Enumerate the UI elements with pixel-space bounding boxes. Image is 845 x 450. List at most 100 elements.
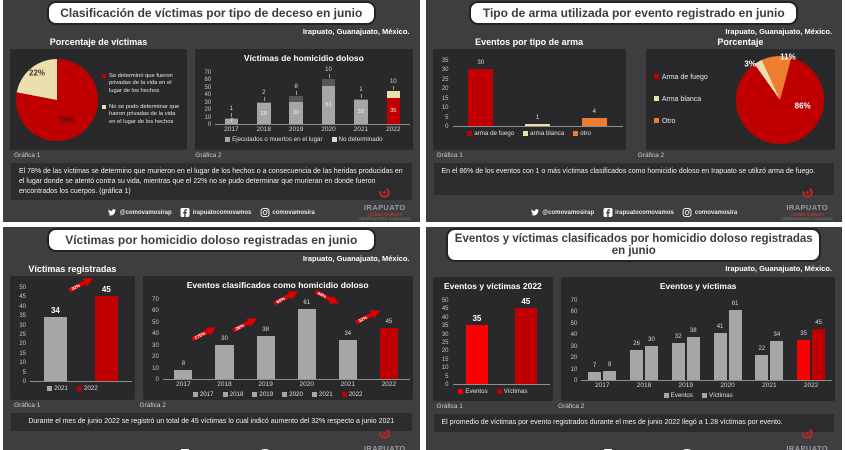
- y-tick: 10: [19, 360, 26, 367]
- y-tick: 30: [441, 331, 449, 338]
- stack-segment-top: [256, 101, 271, 104]
- legend-item: Víctimas: [496, 388, 527, 395]
- pie-chart-porcentaje-victimas: 78% 22%: [13, 51, 102, 148]
- legend-label: arma de fuego: [474, 130, 515, 137]
- bar: 32: [671, 334, 685, 380]
- y-tick: 20: [570, 355, 578, 362]
- panel-title-text: Víctimas por homicidio doloso registrada…: [65, 233, 358, 247]
- bar: 34: [338, 331, 357, 379]
- twitter-link[interactable]: @comovamosirap: [530, 208, 594, 217]
- bar-slot: 34: [30, 287, 81, 381]
- stack-segment-top: [354, 98, 368, 100]
- legend-marker: [282, 392, 288, 397]
- bar-value-label: 30: [477, 60, 485, 67]
- x-axis-labels: 2017 2018 2019 2020 2021 2022: [581, 382, 832, 389]
- bar-chart-body: 0 5 10 15 20 25 30 35 40 45 50 34 45 32%: [13, 285, 132, 385]
- x-label: 2022: [386, 126, 401, 133]
- twitter-link[interactable]: @comovamosirap: [108, 208, 172, 217]
- stack-segment-base: [256, 103, 271, 124]
- bar: 34: [44, 306, 67, 381]
- y-tick: 30: [570, 343, 578, 350]
- bar-value-label: 8: [608, 361, 612, 368]
- y-tick: 70: [570, 298, 578, 304]
- bar: 22: [755, 346, 769, 380]
- bar-value-label: 22: [758, 345, 766, 352]
- panel-title: Víctimas por homicidio doloso registrada…: [46, 228, 376, 252]
- instagram-link[interactable]: comovamosira: [682, 208, 737, 217]
- chart-heading-eventos-arma: Eventos por tipo de arma: [475, 37, 584, 47]
- bar-value-label: 38: [262, 326, 269, 333]
- grafica-1-label: Gráfica 1: [14, 402, 41, 409]
- y-tick: 50: [19, 285, 26, 291]
- bar-inside-label: 28: [260, 110, 267, 117]
- plot-area: 34 45 32%: [30, 287, 132, 382]
- y-tick: 5: [22, 369, 26, 376]
- irapuato-logo: IRAPUATO ¿CÓMO VAMOS? OBSERVATORIO CIUDA…: [781, 186, 833, 221]
- panel-footer: @comovamosirap irapuatocomovamos comovam…: [3, 428, 420, 450]
- chart-title: Eventos y víctimas: [659, 281, 737, 291]
- bar: 30: [644, 337, 658, 380]
- bar-slot: 35: [453, 300, 502, 384]
- bar-inside-label: 33: [357, 108, 365, 115]
- legend-marker: [653, 95, 659, 101]
- legend-item: otro: [573, 130, 591, 137]
- y-tick: 35: [441, 58, 449, 64]
- legend-label: 2021: [54, 385, 68, 392]
- y-tick: 30: [152, 342, 159, 349]
- y-tick: 25: [441, 76, 449, 83]
- bar-slot: 32 38: [665, 300, 707, 380]
- logo-subtitle: OBSERVATORIO CIUDADANO: [358, 216, 411, 221]
- legend-item: 2017: [192, 391, 214, 398]
- bar-top-label: 1: [359, 86, 363, 93]
- label-leader-line: [393, 85, 395, 90]
- bar-chart-body: 0 5 10 15 20 25 30 35 40 45 50 35 45: [436, 297, 551, 388]
- bar: 38: [686, 328, 700, 380]
- pie-slice-label: 86%: [794, 101, 811, 111]
- pie-slice-label: 11%: [780, 52, 796, 62]
- facebook-link[interactable]: irapuatocomovamos: [603, 208, 674, 217]
- y-tick: 15: [19, 350, 26, 357]
- legend-item: Se determinó que fueron privadas de la v…: [101, 73, 182, 96]
- facebook-link[interactable]: irapuatocomovamos: [180, 208, 251, 217]
- x-label: 2017: [594, 382, 610, 389]
- bar: 26: [629, 341, 643, 380]
- twitter-icon: [530, 208, 539, 217]
- stack-segment-top: [321, 78, 336, 87]
- bar-value-label: 34: [50, 306, 60, 316]
- instagram-link[interactable]: comovamosira: [260, 208, 315, 217]
- logo-swirl-icon: [378, 186, 391, 203]
- y-tick: 35: [19, 313, 26, 320]
- bar-value-label: 30: [221, 335, 228, 342]
- bar-value-label: 35: [800, 331, 807, 337]
- bar-slot: 61: [286, 299, 327, 379]
- location-label: Irapuato, Guanajuato, México.: [725, 264, 832, 273]
- legend-label: 2022: [348, 391, 363, 398]
- bar-top-label: 10: [325, 66, 332, 73]
- legend-marker: [47, 386, 53, 391]
- logo-name: IRAPUATO: [786, 444, 829, 450]
- chart-box-victimas-homicidio: Víctimas de homicidio doloso 0 10 20 30 40 50…: [195, 49, 413, 150]
- bar-slot: 30 8: [280, 72, 312, 124]
- legend-label: Eventos: [670, 392, 693, 399]
- y-tick: 0: [22, 379, 26, 385]
- bar-chart-victimas-registradas: 0 5 10 15 20 25 30 35 40 45 50 34 45 32% 2021 2022: [13, 287, 132, 392]
- stacked-bar: 35 10: [386, 72, 401, 124]
- y-tick: 0: [445, 382, 449, 388]
- bar-slot: 4: [566, 60, 623, 126]
- legend-label: 2018: [229, 391, 244, 398]
- logo-tagline: ¿CÓMO VAMOS?: [367, 211, 402, 217]
- irapuato-logo: IRAPUATO ¿CÓMO VAMOS? OBSERVATORIO CIUDA…: [781, 427, 833, 450]
- y-tick: 35: [441, 323, 449, 330]
- legend-item: 2021: [311, 391, 333, 398]
- y-tick: 50: [152, 319, 159, 326]
- bar-slot: 34: [327, 299, 368, 379]
- bar-chart-eventos-victimas-2022: 0 5 10 15 20 25 30 35 40 45 50 35 45 Eventos Víctimas: [436, 297, 551, 395]
- panel-clasificacion-deceso: Clasificación de víctimas por tipo de de…: [3, 0, 420, 222]
- twitter-icon: [108, 208, 117, 217]
- stack-segment-base: [224, 118, 239, 124]
- chart-box-eventos-victimas-2022: Eventos y víctimas 2022 0 5 10 15 20 25 30 35 40…: [432, 277, 554, 401]
- logo-swirl-icon: [801, 186, 814, 203]
- legend-marker: [331, 137, 337, 142]
- y-tick: 30: [204, 99, 212, 106]
